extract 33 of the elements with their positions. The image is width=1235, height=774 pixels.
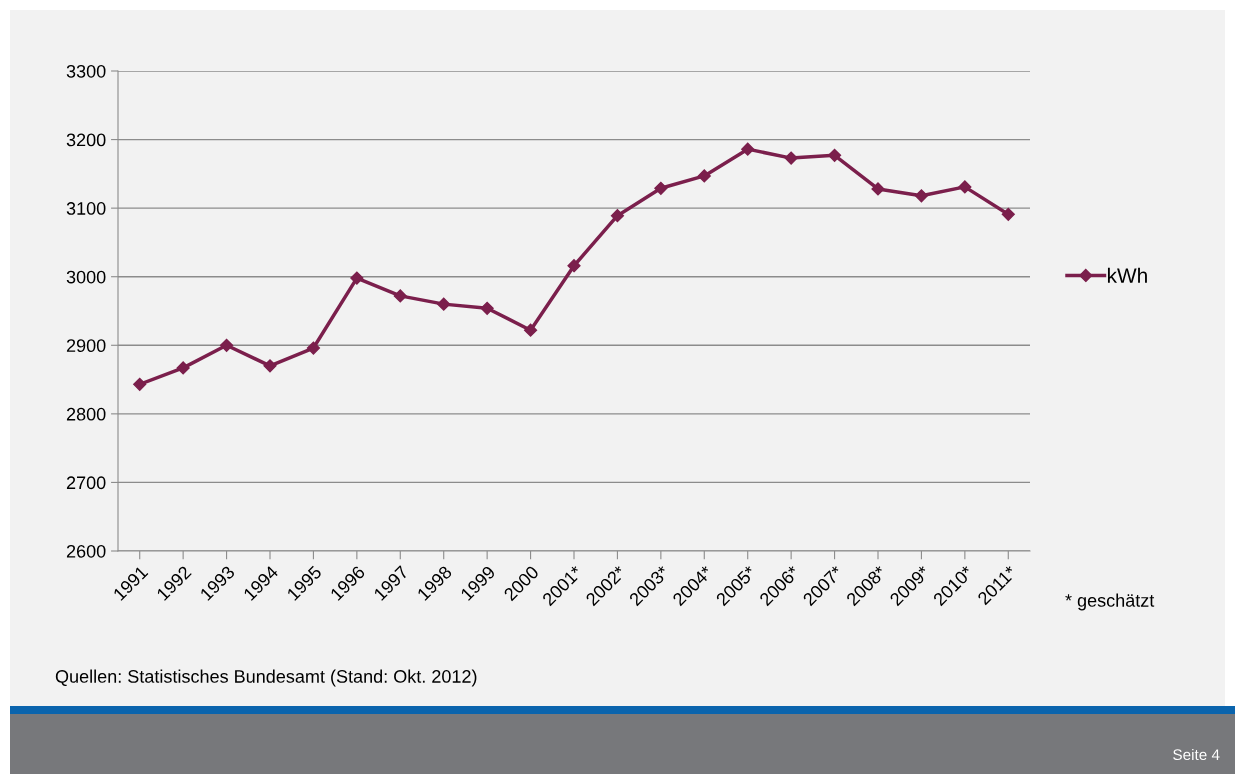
point [306, 341, 321, 355]
text: Seite 4 [1173, 748, 1220, 761]
point [263, 359, 277, 373]
point [741, 142, 755, 156]
legend-label: kWh [1107, 267, 1147, 283]
point [176, 361, 190, 375]
point [523, 323, 538, 337]
point [958, 180, 972, 194]
y-tick-label: 2600 [66, 544, 106, 558]
point [1001, 207, 1015, 221]
text: * geschätzt [1065, 593, 1155, 611]
y-tick-label: 3000 [66, 270, 106, 284]
point [567, 259, 581, 273]
y-tick-label: 3200 [66, 133, 106, 147]
point [133, 377, 147, 391]
point [480, 301, 494, 315]
y-tick-label: 3100 [66, 202, 106, 215]
source-note: Quellen: Statistisches Bundesamt (Stand: Okt. 2012) [55, 669, 477, 687]
point [219, 338, 234, 352]
point [697, 169, 711, 183]
y-tick-label: 2700 [66, 476, 106, 490]
y-tick-label: 3300 [66, 64, 106, 78]
point [350, 271, 364, 285]
y-tick-label: 2800 [66, 407, 106, 421]
point [914, 189, 929, 203]
point [827, 148, 842, 162]
point [393, 289, 407, 303]
point [871, 182, 885, 196]
point [437, 297, 451, 311]
y-tick-label: 2900 [66, 339, 106, 353]
point [610, 209, 625, 223]
point [654, 181, 668, 195]
point [784, 151, 798, 165]
